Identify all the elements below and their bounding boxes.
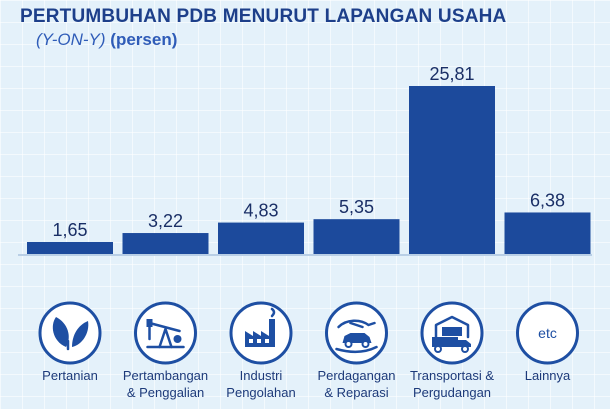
bar-3 xyxy=(313,219,400,254)
category-label-5-0: Lainnya xyxy=(525,368,571,383)
subtitle-yoy: (Y-ON-Y) xyxy=(36,30,106,49)
category-label-2-0: Industri xyxy=(240,368,283,383)
value-label-3: 5,35 xyxy=(339,197,374,217)
value-label-2: 4,83 xyxy=(243,201,278,221)
category-label-3-1: & Reparasi xyxy=(324,385,388,400)
category-label-4-0: Transportasi & xyxy=(410,368,494,383)
value-label-4: 25,81 xyxy=(429,64,474,84)
etc-text: etc xyxy=(538,325,557,341)
category-label-0-0: Pertanian xyxy=(42,368,98,383)
truck-warehouse-icon xyxy=(420,301,484,365)
etc-icon: etc xyxy=(516,301,579,365)
category-label-2-1: Pengolahan xyxy=(226,385,295,400)
bar-5 xyxy=(504,212,591,254)
category-label-3-0: Perdagangan xyxy=(317,368,395,383)
value-label-1: 3,22 xyxy=(148,211,183,231)
oil-pump-icon xyxy=(134,301,197,365)
chart-title: PERTUMBUHAN PDB MENURUT LAPANGAN USAHA xyxy=(20,6,507,27)
bar-1 xyxy=(122,233,209,254)
bar-0 xyxy=(27,242,113,254)
handshake-car-icon xyxy=(325,301,388,365)
leaf-icon xyxy=(38,301,102,365)
value-label-0: 1,65 xyxy=(52,220,87,240)
category-label-4-1: Pergudangan xyxy=(413,385,491,400)
category-label-1-1: & Penggalian xyxy=(127,385,204,400)
value-label-5: 6,38 xyxy=(530,190,565,210)
subtitle-unit: (persen) xyxy=(110,30,178,49)
bar-2 xyxy=(218,222,304,254)
category-label-1-0: Pertambangan xyxy=(123,368,208,383)
factory-icon xyxy=(229,301,293,365)
chart-subtitle: (Y-ON-Y) (persen) xyxy=(36,30,177,50)
bar-4 xyxy=(409,86,495,254)
